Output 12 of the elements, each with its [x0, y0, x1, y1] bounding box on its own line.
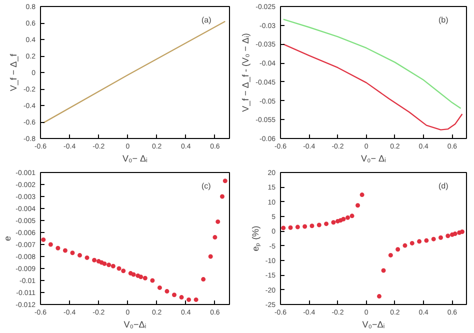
- annotation: (a): [202, 16, 212, 24]
- annotation: (b): [438, 16, 449, 24]
- x-axis-title: V₀−Δᵢ: [124, 320, 146, 330]
- annotation: (c): [202, 182, 212, 190]
- x-axis-title: V₀− Δᵢ: [122, 154, 148, 164]
- x-axis-title: V₀−Δᵢ: [362, 320, 385, 330]
- y-axis-title: eₚ (%): [250, 226, 262, 252]
- y-axis-title: V_f − Δ_f: [8, 53, 18, 92]
- y-axis-title: e: [2, 236, 13, 242]
- y-axis-title: V_f − Δ_f - (V₀ − Δᵢ): [240, 33, 251, 112]
- annotation: (d): [438, 182, 449, 190]
- x-axis-title: V₀− Δᵢ: [361, 154, 386, 164]
